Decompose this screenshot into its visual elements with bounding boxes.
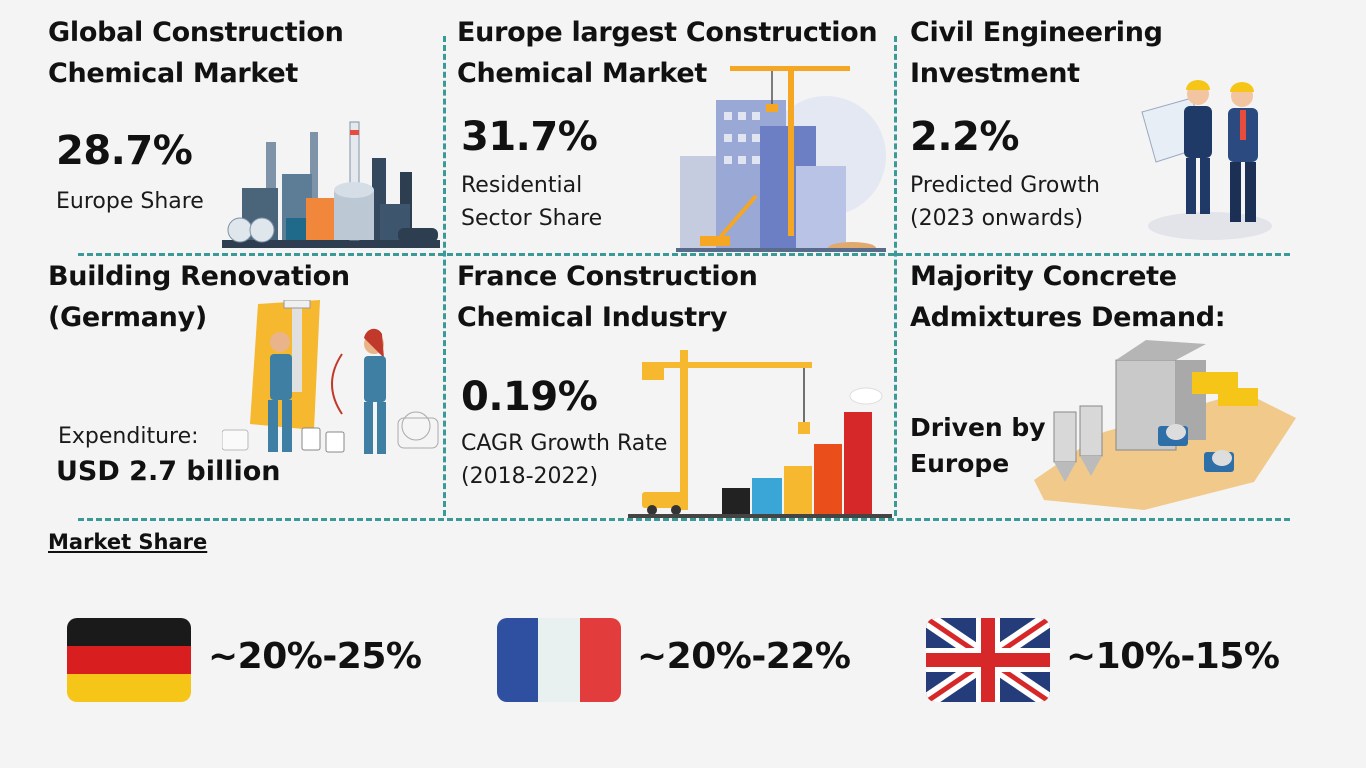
card-title: Majority Concrete Admixtures Demand:: [910, 261, 1226, 333]
card-title: Civil Engineering Investment: [910, 17, 1163, 89]
card-value: 2.2%: [910, 114, 1019, 160]
card-description: Expenditure:: [58, 424, 199, 449]
card-description: Driven by Europe: [910, 413, 1046, 478]
building-crane-icon: [676, 56, 886, 252]
uk-share-range: ~10%-15%: [1066, 636, 1280, 677]
france-share-range: ~20%-22%: [637, 636, 851, 677]
card-description: Predicted Growth (2023 onwards): [910, 173, 1100, 231]
card-title: Building Renovation (Germany): [48, 261, 350, 333]
card-value: 28.7%: [56, 128, 193, 174]
card-civil-engineering: Civil Engineering Investment 2.2% Predict…: [910, 12, 1330, 250]
card-title: Global Construction Chemical Market: [48, 17, 344, 89]
card-value: 0.19%: [461, 374, 598, 420]
france-flag-icon: [497, 618, 621, 702]
row-divider-bottom: [78, 518, 1290, 521]
card-building-renovation: Building Renovation (Germany) Expenditure…: [48, 256, 438, 514]
card-description: Europe Share: [56, 189, 204, 214]
card-concrete-admixtures: Majority Concrete Admixtures Demand: Driv…: [910, 256, 1330, 514]
germany-flag-icon: [67, 618, 191, 702]
column-divider-left: [443, 36, 446, 516]
card-europe-largest: Europe largest Construction Chemical Mark…: [457, 12, 887, 250]
concrete-plant-illustration-icon: [1024, 332, 1300, 510]
column-divider-right: [894, 36, 897, 516]
card-value: 31.7%: [461, 114, 598, 160]
engineers-illustration-icon: [1140, 76, 1290, 246]
card-value: USD 2.7 billion: [56, 456, 281, 487]
card-global-construction: Global Construction Chemical Market 28.7%…: [48, 12, 438, 250]
card-title: Europe largest Construction Chemical Mark…: [457, 17, 878, 89]
card-description: CAGR Growth Rate (2018-2022): [461, 431, 668, 489]
card-france-construction: France Construction Chemical Industry 0.1…: [457, 256, 887, 514]
uk-flag-icon: [926, 618, 1050, 702]
market-share-heading[interactable]: Market Share: [48, 530, 208, 554]
row-divider-top: [78, 253, 1290, 256]
block-crane-illustration-icon: [628, 342, 892, 520]
card-title: France Construction Chemical Industry: [457, 261, 758, 333]
germany-share-range: ~20%-25%: [208, 636, 422, 677]
factory-illustration-icon: [222, 118, 440, 250]
card-description: Residential Sector Share: [461, 173, 603, 231]
painters-illustration-icon: [222, 300, 444, 462]
